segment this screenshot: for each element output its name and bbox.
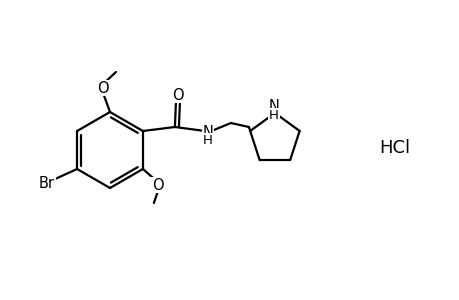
Text: N: N — [268, 98, 279, 113]
Text: H: H — [269, 109, 278, 122]
Text: HCl: HCl — [379, 139, 410, 157]
Text: O: O — [152, 178, 163, 193]
Text: O: O — [172, 88, 183, 103]
Text: H: H — [202, 134, 213, 146]
Text: O: O — [97, 80, 109, 95]
Text: Br: Br — [39, 176, 55, 191]
Text: N: N — [202, 124, 213, 140]
